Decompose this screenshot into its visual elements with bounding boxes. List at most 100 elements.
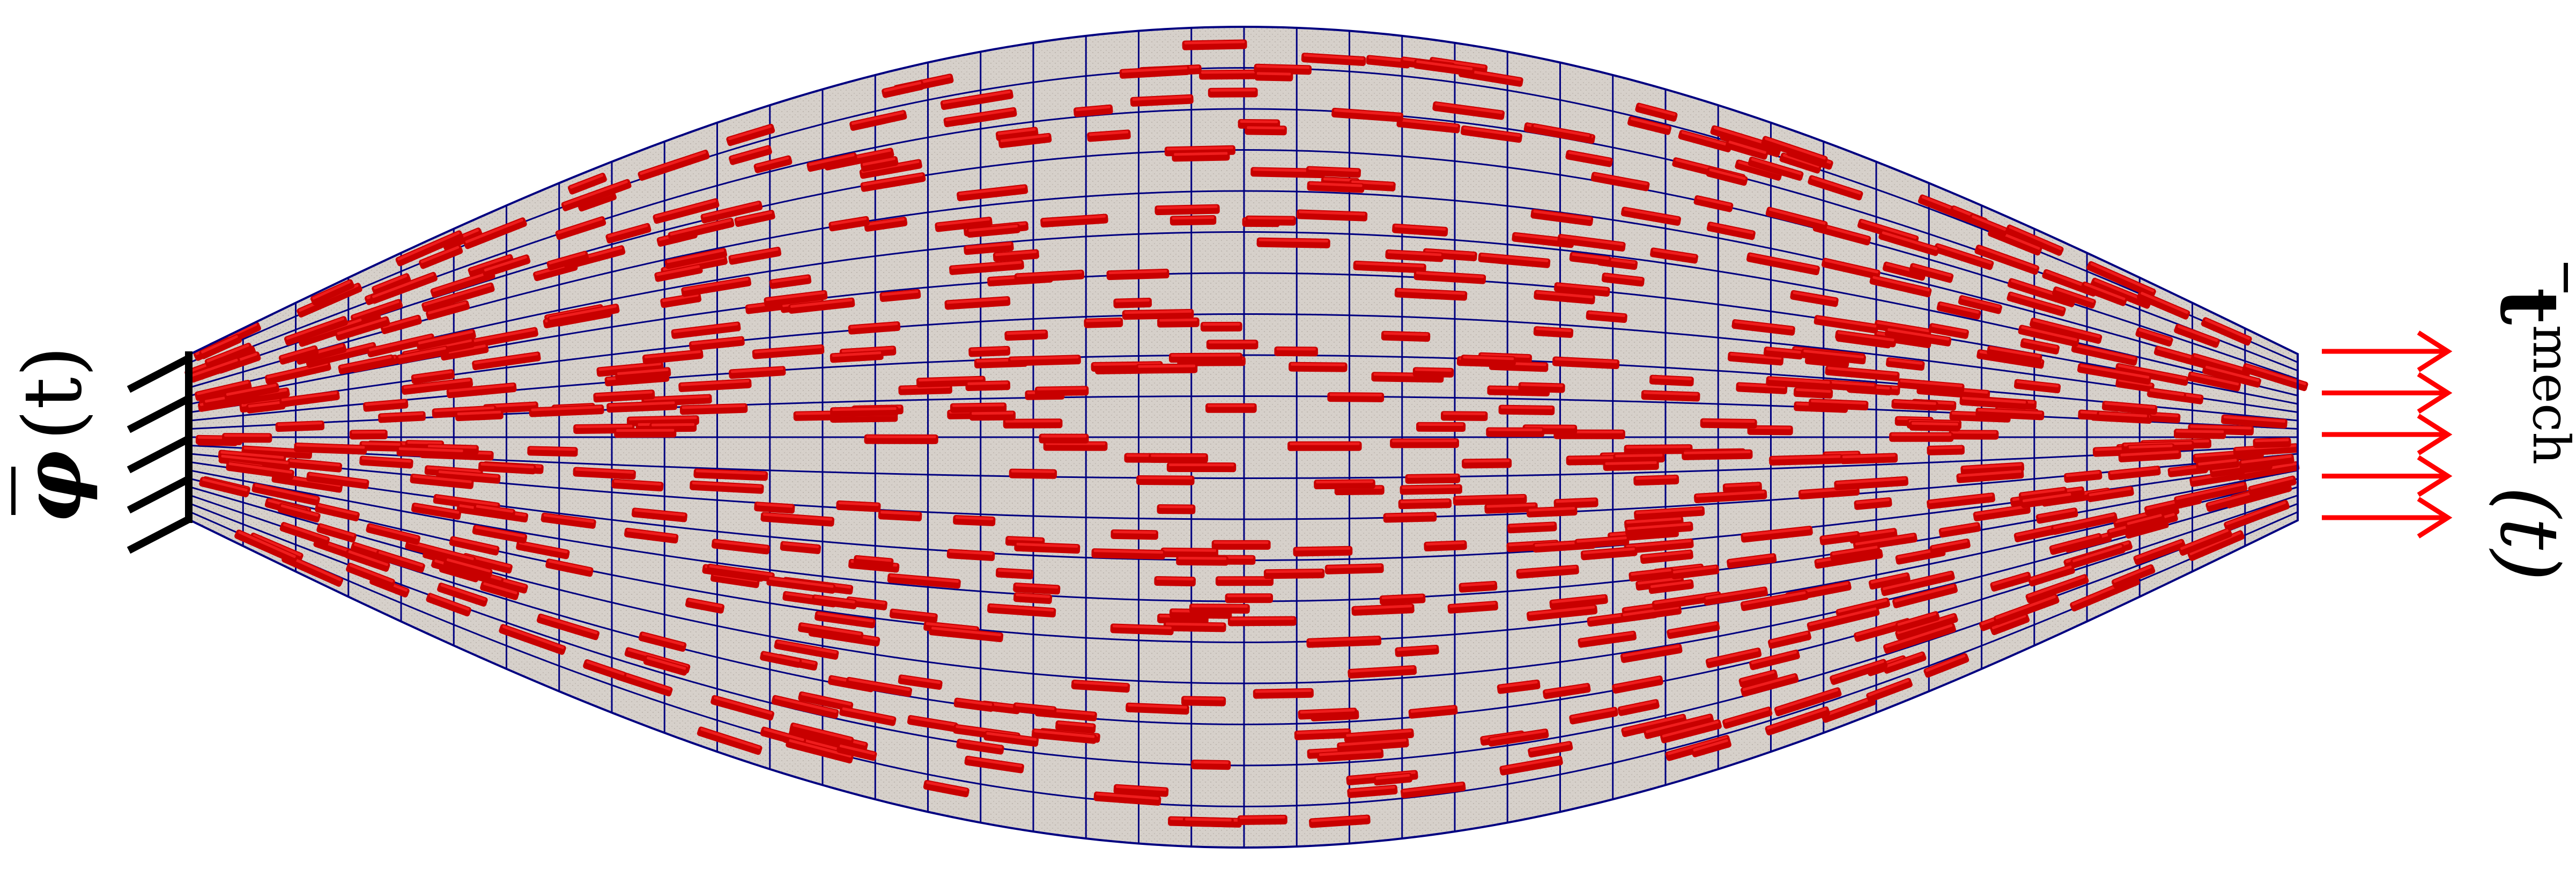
fiber-highlight [548, 559, 591, 571]
fiber-highlight [1193, 761, 1229, 764]
fiber-highlight [1709, 168, 1746, 180]
fiber [1460, 125, 1522, 143]
fiber [1973, 504, 2031, 521]
fiber-highlight [473, 352, 538, 365]
fiber-highlight [700, 727, 760, 749]
fiber-highlight [1008, 537, 1043, 541]
fiber [664, 248, 728, 269]
fiber [2063, 470, 2103, 483]
fiber-highlight [1555, 357, 1618, 364]
fiber-highlight [2089, 487, 2131, 497]
fiber [1408, 705, 1458, 719]
fiber-highlight [2190, 425, 2252, 430]
fiber [1516, 564, 1579, 579]
fiber [1205, 403, 1257, 413]
fiber-highlight [1256, 64, 1310, 69]
fiber [468, 254, 514, 277]
fiber-highlight [995, 250, 1037, 256]
fiber [1347, 784, 1398, 798]
fiber-highlight [801, 623, 862, 636]
fiber [1693, 195, 1734, 212]
fiber [455, 409, 504, 422]
fiber-highlight [1816, 223, 1869, 240]
fiber [1163, 621, 1226, 632]
fiber-highlight [309, 473, 367, 483]
fiber [1014, 541, 1080, 554]
fiber-highlight [1240, 120, 1278, 123]
fiber [1119, 65, 1190, 79]
fiber [1154, 204, 1220, 216]
traction-argument: (t) [2482, 486, 2575, 581]
fiber [411, 369, 455, 385]
fiber-highlight [1827, 366, 1898, 375]
fiber [1189, 603, 1250, 614]
fiber [1936, 301, 1981, 320]
fiber-highlight [277, 422, 322, 426]
fiber-highlight [1894, 585, 1955, 602]
fiber-highlight [1793, 291, 1837, 301]
fiber-highlight [575, 424, 633, 428]
fiber [711, 539, 770, 555]
fiber-highlight [2104, 402, 2156, 409]
fiber [1590, 172, 1650, 192]
fiber-highlight [1580, 631, 1634, 642]
fiber-highlight [1172, 216, 1215, 220]
fiber-highlight [910, 716, 957, 726]
fiber [1390, 438, 1460, 448]
fiber [1157, 504, 1196, 514]
fiber-highlight [832, 351, 882, 357]
fiber [1703, 586, 1768, 606]
fiber-highlight [1776, 688, 1839, 711]
fiber [1868, 572, 1911, 590]
fiber [1569, 706, 1618, 725]
fiber-highlight [1822, 532, 1858, 540]
fiber [1497, 679, 1541, 694]
fiber [689, 336, 745, 351]
fiber [350, 299, 403, 324]
fiber [1878, 230, 1940, 256]
fiber-highlight [1171, 354, 1241, 357]
fiber-highlight [1811, 399, 1867, 405]
fiber [1528, 741, 1573, 758]
fiber-highlight [2150, 388, 2185, 396]
fiber-highlight [1594, 173, 1648, 186]
fiber [729, 366, 786, 379]
fiber [1381, 330, 1431, 342]
fiber-highlight [1432, 58, 1486, 69]
fiber-highlight [1256, 72, 1291, 76]
fiber [1990, 572, 2032, 592]
fiber-highlight [2204, 318, 2251, 340]
fiber-highlight [1662, 720, 1719, 738]
fiber [410, 474, 474, 489]
fiber [983, 731, 1039, 747]
fiber-highlight [1217, 577, 1271, 580]
fiber [359, 441, 403, 452]
fiber [2005, 224, 2064, 256]
fiber-highlight [2138, 328, 2171, 341]
fiber-highlight [1488, 428, 1543, 431]
fiber-highlight [1089, 130, 1129, 136]
fiber-highlight [1972, 215, 2006, 231]
fiber-highlight [1208, 341, 1256, 344]
fiber [1949, 430, 1999, 440]
fiber [837, 743, 877, 761]
fiber-highlight [926, 622, 978, 630]
fiber [1830, 659, 1888, 685]
fiber-highlight [673, 322, 738, 333]
fiber-highlight [1300, 709, 1355, 714]
fiber [226, 461, 294, 480]
fiber [848, 321, 901, 335]
fiber [529, 404, 604, 417]
fiber-highlight [1435, 102, 1503, 114]
fiber-highlight [766, 291, 825, 301]
fiber-highlight [763, 727, 804, 741]
fiber [1296, 209, 1368, 222]
fiber-highlight [1995, 595, 2056, 620]
fiber [1678, 130, 1732, 152]
fiber-highlight [457, 410, 501, 416]
fiber [1909, 421, 1960, 432]
fiber-highlight [1961, 396, 2026, 404]
fiber-highlight [2055, 288, 2094, 303]
fiber [463, 217, 527, 249]
fiber-highlight [1929, 494, 1993, 504]
